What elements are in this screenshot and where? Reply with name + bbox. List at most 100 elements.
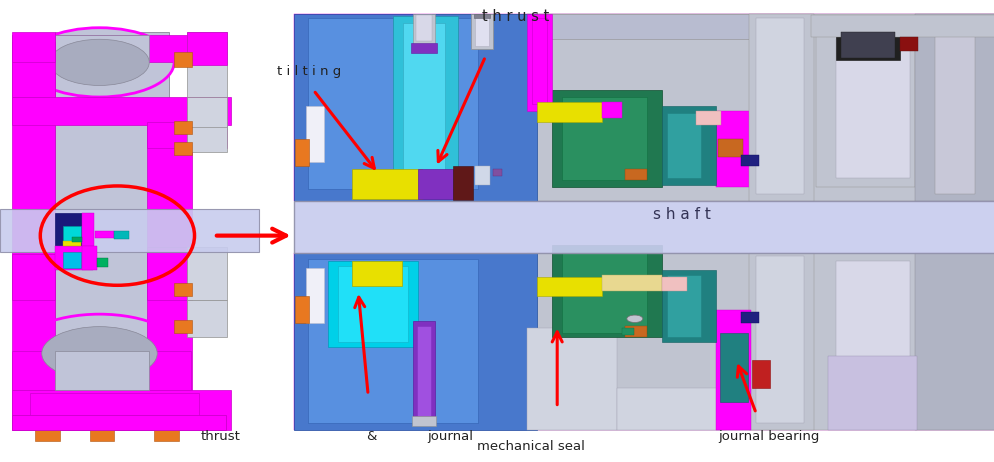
Bar [63,252,81,268]
Bar [294,296,309,323]
Circle shape [15,314,184,393]
Bar [413,14,434,44]
Text: mechanical seal: mechanical seal [477,440,584,453]
Bar [12,254,55,300]
Bar [154,427,179,441]
Bar [835,261,910,423]
Bar [552,245,661,337]
Bar [810,15,994,37]
Bar [12,390,231,430]
Bar [187,300,227,337]
Bar [293,201,994,253]
Bar [174,320,192,333]
Text: journal bearing: journal bearing [718,430,819,443]
Circle shape [626,315,642,322]
Bar [94,231,114,238]
Bar [294,139,309,166]
Bar [187,127,227,152]
Bar [114,231,129,239]
Bar [338,266,408,342]
Text: journal: journal [426,430,472,443]
Bar [82,246,96,270]
Circle shape [25,28,174,97]
Bar [174,52,192,67]
Bar [751,360,769,388]
Bar [12,415,226,430]
Bar [147,116,192,416]
Bar [328,261,417,346]
Bar [96,258,108,267]
Bar [174,142,192,155]
Bar [696,111,721,125]
Bar [661,277,686,291]
Bar [415,15,431,41]
Bar [661,270,716,342]
Bar [174,121,192,134]
Bar [621,328,633,335]
Bar [55,213,92,246]
Bar [63,226,81,242]
Text: &: & [366,430,376,443]
Bar [12,97,231,125]
Bar [473,14,489,18]
Bar [527,14,810,201]
Bar [748,14,813,201]
Bar [532,18,547,104]
Bar [72,237,82,242]
Bar [835,29,900,60]
Text: t i l t i n g: t i l t i n g [276,65,341,78]
Bar [720,333,747,402]
Bar [55,246,92,270]
Bar [12,42,55,97]
Circle shape [42,327,157,380]
Bar [810,253,994,430]
Bar [306,106,324,162]
Bar [411,43,436,53]
Bar [306,268,324,323]
Bar [427,14,795,39]
Bar [562,97,646,180]
Bar [666,113,701,178]
Bar [914,14,994,201]
Bar [293,253,994,430]
Bar [82,213,93,246]
Bar [293,253,537,430]
Bar [89,427,114,441]
Bar [616,388,726,430]
Bar [624,326,646,337]
Bar [416,326,430,416]
Bar [55,32,169,430]
Bar [661,106,716,185]
Bar [187,247,227,300]
Bar [934,18,974,194]
Bar [527,14,552,111]
Bar [741,155,758,166]
Bar [147,247,192,300]
Bar [12,32,55,62]
Bar [174,283,192,296]
Bar [815,28,914,187]
Bar [412,416,435,426]
Bar [293,14,994,201]
Bar [308,18,477,189]
Bar [718,139,743,157]
Bar [30,393,199,427]
Bar [666,275,701,337]
Bar [35,427,60,441]
Bar [835,39,910,178]
Circle shape [50,39,149,85]
Bar [624,169,646,180]
Bar [187,32,227,97]
Bar [827,356,916,430]
Bar [716,310,750,430]
Bar [12,35,191,62]
Bar [840,32,895,58]
Bar [352,261,402,286]
Bar [492,169,502,176]
Bar [55,351,149,390]
Bar [403,23,444,180]
Bar [0,209,258,252]
Bar [474,166,489,185]
Bar [527,328,616,430]
Bar [810,14,994,201]
